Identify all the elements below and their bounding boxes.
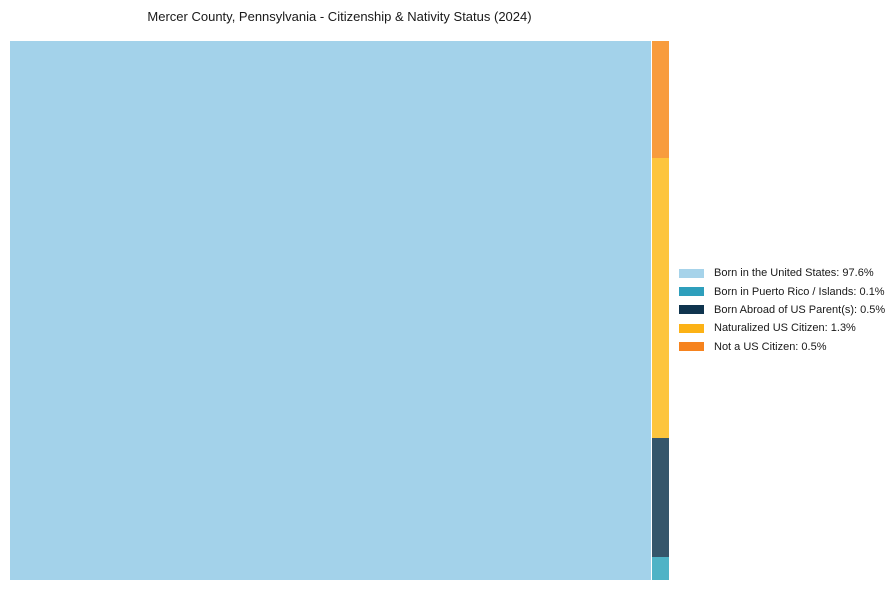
legend-label-born-abroad-of-us-parents: Born Abroad of US Parent(s): 0.5% — [714, 303, 886, 316]
treemap-tile-born-in-puerto-rico-islands[interactable] — [652, 557, 669, 580]
chart-title: Mercer County, Pennsylvania - Citizenshi… — [147, 9, 532, 24]
treemap-tile-not-a-us-citizen[interactable] — [652, 41, 669, 158]
legend-label-born-in-puerto-rico-islands: Born in Puerto Rico / Islands: 0.1% — [714, 285, 885, 298]
legend-swatch-born-abroad-of-us-parents — [679, 305, 704, 315]
legend-swatch-born-in-puerto-rico-islands — [679, 287, 704, 297]
treemap-minor-strip — [652, 41, 669, 580]
legend: Born in the United States: 97.6% Born in… — [679, 264, 885, 356]
treemap-plot — [10, 41, 669, 580]
legend-item-born-in-puerto-rico-islands[interactable]: Born in Puerto Rico / Islands: 0.1% — [679, 282, 885, 300]
legend-item-not-a-us-citizen[interactable]: Not a US Citizen: 0.5% — [679, 338, 885, 356]
legend-item-born-in-united-states[interactable]: Born in the United States: 97.6% — [679, 264, 885, 282]
legend-label-born-in-united-states: Born in the United States: 97.6% — [714, 267, 874, 280]
legend-label-not-a-us-citizen: Not a US Citizen: 0.5% — [714, 340, 827, 353]
legend-item-born-abroad-of-us-parents[interactable]: Born Abroad of US Parent(s): 0.5% — [679, 301, 885, 319]
treemap-tile-naturalized-us-citizen[interactable] — [652, 158, 669, 438]
legend-swatch-born-in-united-states — [679, 268, 704, 278]
legend-swatch-not-a-us-citizen — [679, 342, 704, 352]
legend-label-naturalized-us-citizen: Naturalized US Citizen: 1.3% — [714, 322, 856, 335]
treemap-tile-born-in-united-states[interactable] — [10, 41, 651, 580]
legend-item-naturalized-us-citizen[interactable]: Naturalized US Citizen: 1.3% — [679, 319, 885, 337]
legend-swatch-naturalized-us-citizen — [679, 323, 704, 333]
treemap-tile-born-abroad-of-us-parents[interactable] — [652, 438, 669, 557]
